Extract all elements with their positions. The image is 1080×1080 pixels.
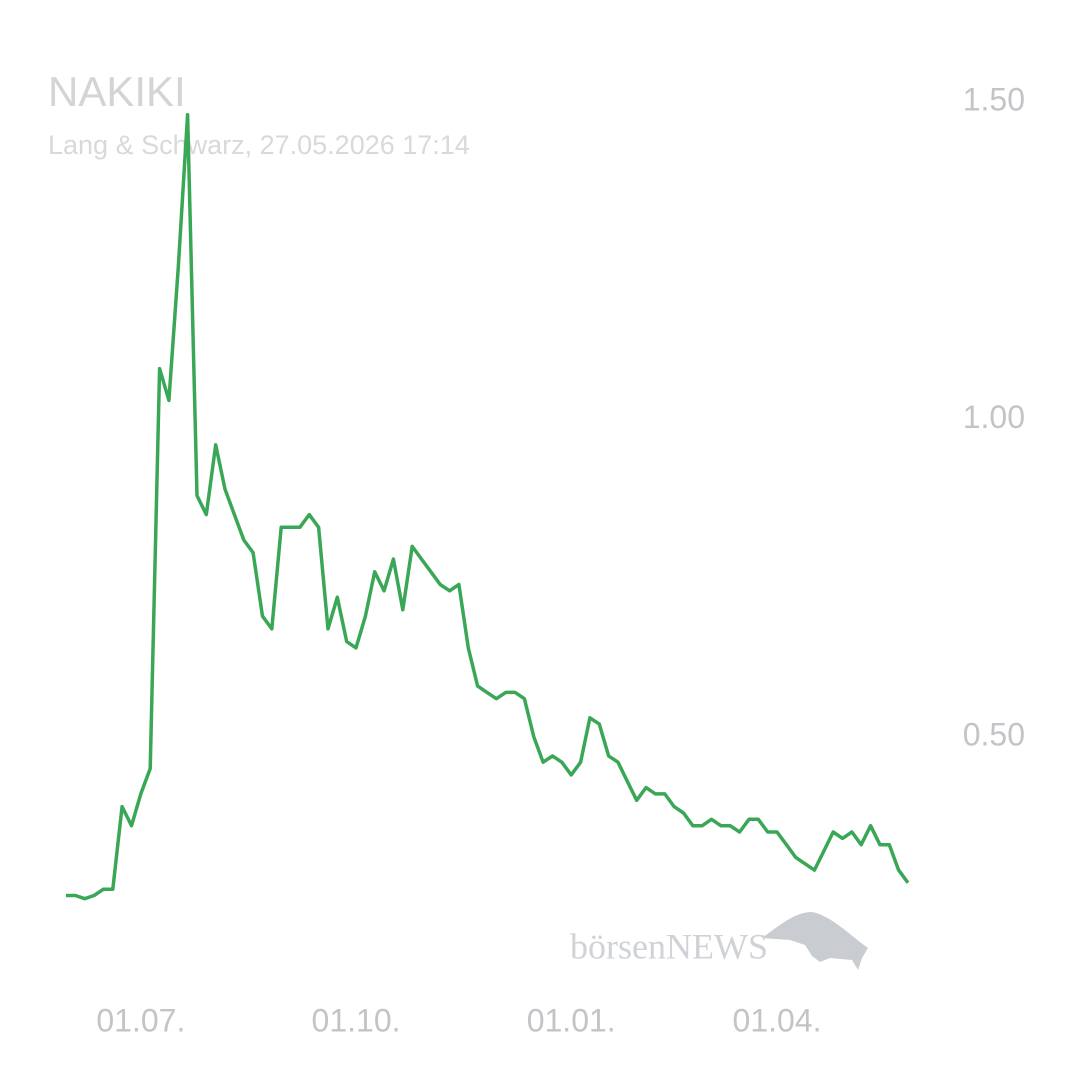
- chart-subtitle: Lang & Schwarz, 27.05.2026 17:14: [48, 130, 470, 160]
- x-tick-label: 01.10.: [312, 1002, 401, 1038]
- y-tick-label: 0.50: [963, 716, 1025, 752]
- price-line: [66, 112, 910, 901]
- x-tick-label: 01.01.: [527, 1002, 616, 1038]
- y-tick-label: 1.50: [963, 81, 1025, 117]
- watermark: börsenNEWS: [570, 926, 768, 966]
- x-tick-label: 01.04.: [733, 1002, 822, 1038]
- x-tick-label: 01.07.: [96, 1002, 185, 1038]
- y-tick-label: 1.00: [963, 399, 1025, 435]
- chart-title: NAKIKI: [48, 68, 186, 115]
- watermark-logo: [762, 912, 868, 970]
